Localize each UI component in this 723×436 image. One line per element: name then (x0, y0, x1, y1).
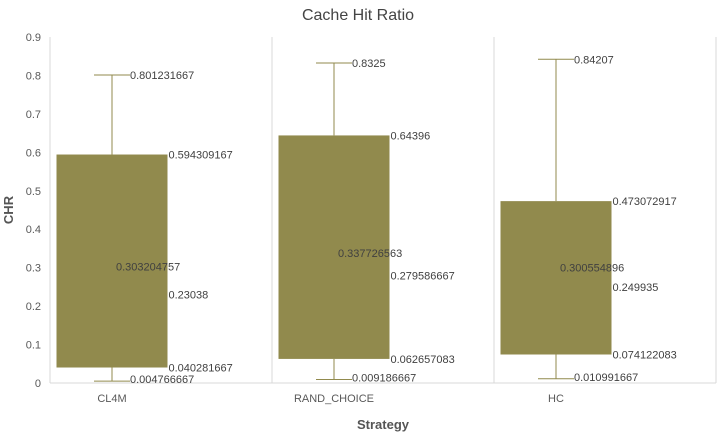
boxes (56, 58, 612, 382)
y-tick-label: 0.7 (26, 109, 41, 121)
y-tick-label: 0.2 (26, 301, 41, 313)
label-median: 0.23038 (169, 289, 209, 301)
y-tick-label: 0.4 (26, 224, 41, 236)
y-tick-label: 0.9 (26, 32, 41, 44)
label-q3: 0.64396 (391, 130, 431, 142)
x-tick-label: RAND_CHOICE (294, 393, 374, 405)
label-median: 0.249935 (613, 282, 659, 294)
x-tick-label: CL4M (97, 393, 126, 405)
y-tick-label: 0.1 (26, 340, 41, 352)
x-tick-label: HC (548, 393, 564, 405)
box-cl4m (56, 154, 168, 368)
y-tick-label: 0.6 (26, 147, 41, 159)
data-labels: 0.801231667 0.594309167 0.303204757 0.23038… (116, 54, 677, 386)
label-q1: 0.040281667 (169, 363, 233, 375)
label-mean: 0.300554896 (560, 262, 624, 274)
y-axis-tick-labels: 0 0.1 0.2 0.3 0.4 0.5 0.6 0.7 0.8 0.9 (26, 32, 41, 390)
y-tick-label: 0.3 (26, 263, 41, 275)
y-tick-label: 0.8 (26, 70, 41, 82)
label-max: 0.801231667 (130, 70, 194, 82)
gridlines (49, 37, 717, 383)
y-tick-label: 0 (35, 378, 41, 390)
x-axis-label: Strategy (357, 417, 410, 432)
x-axis-tick-labels: CL4M RAND_CHOICE HC (97, 393, 564, 405)
box-rand-choice (278, 135, 390, 359)
y-axis-label: CHR (1, 195, 16, 224)
label-mean: 0.337726563 (338, 248, 402, 260)
y-tick-label: 0.5 (26, 186, 41, 198)
label-q3: 0.594309167 (169, 150, 233, 162)
label-max: 0.8325 (352, 58, 386, 70)
label-median: 0.279586667 (391, 271, 455, 283)
chart-title: Cache Hit Ratio (302, 7, 414, 24)
label-min: 0.010991667 (574, 372, 638, 384)
label-max: 0.84207 (574, 54, 614, 66)
label-mean: 0.303204757 (116, 261, 180, 273)
label-q1: 0.074122083 (613, 350, 677, 362)
label-q3: 0.473072917 (613, 196, 677, 208)
label-min: 0.004766667 (130, 374, 194, 386)
label-min: 0.009186667 (352, 372, 416, 384)
box-hc (500, 201, 612, 355)
label-q1: 0.062657083 (391, 354, 455, 366)
